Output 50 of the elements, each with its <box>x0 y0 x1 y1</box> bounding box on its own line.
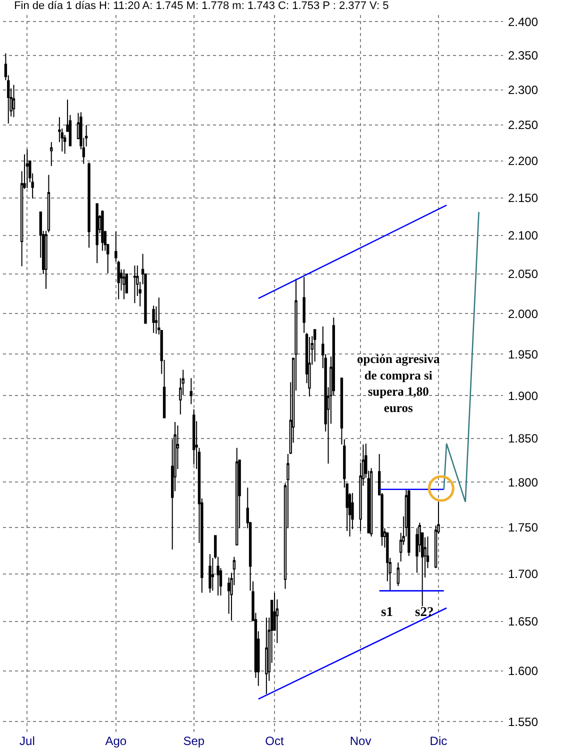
candlestick <box>192 408 196 466</box>
candlestick <box>152 305 155 334</box>
candlestick <box>190 378 193 405</box>
x-tick-label: Sep <box>183 734 205 748</box>
candlestick <box>408 488 410 556</box>
candlestick <box>308 336 311 398</box>
candlestick <box>313 329 316 362</box>
chart-title: Fin de día 1 días H: 11:20 A: 1.745 M: 1.778 m: 1.743 C: 1.753 P : 2.377 V: 5 <box>14 0 389 12</box>
candlestick <box>396 562 400 587</box>
candlestick <box>88 162 90 248</box>
y-tick-label: 1.900 <box>508 388 538 403</box>
x-tick-label: Ago <box>105 734 127 748</box>
candlestick <box>265 617 268 694</box>
candlestick <box>26 148 29 189</box>
y-tick-label: 1.850 <box>508 432 538 446</box>
y-tick-label: 2.100 <box>508 228 538 243</box>
candlestick <box>50 142 53 167</box>
y-tick-label: 2.250 <box>508 118 538 132</box>
candlestick <box>101 210 104 252</box>
candlestick <box>211 557 214 592</box>
y-tick-label: 1.700 <box>508 566 538 581</box>
y-tick-label: 1.800 <box>508 475 538 490</box>
x-tick-label: Oct <box>265 734 285 748</box>
x-tick-label: Jul <box>20 734 35 748</box>
y-tick-label: 1.750 <box>508 520 538 535</box>
x-tick-label: Nov <box>350 734 372 748</box>
annotation: s1 <box>381 604 394 619</box>
candlestick <box>133 264 136 304</box>
y-tick-label: 2.150 <box>508 190 538 205</box>
candlestick <box>96 203 98 264</box>
candlestick <box>12 84 16 118</box>
y-tick-label: 1.650 <box>508 614 538 629</box>
y-tick-label: 1.950 <box>508 347 538 362</box>
x-tick-label: Dic <box>430 734 448 748</box>
y-tick-label: 2.200 <box>508 154 538 168</box>
candlestick <box>236 447 238 546</box>
annotation: opción agresiva de compra si supera 1,80 euros <box>357 352 441 415</box>
annotation: s2? <box>415 604 434 619</box>
candlestick <box>302 276 306 334</box>
y-tick-label: 2.000 <box>508 306 538 321</box>
y-tick-label: 1.600 <box>508 664 538 678</box>
candlestick <box>340 378 344 445</box>
candlestick <box>208 554 212 594</box>
y-tick-label: 2.300 <box>508 83 538 97</box>
y-tick-label: 2.350 <box>508 48 538 63</box>
candlestick <box>122 268 126 300</box>
candlestick <box>370 468 373 538</box>
y-tick-label: 1.550 <box>508 714 538 729</box>
y-tick-label: 2.400 <box>508 14 538 29</box>
y-tick-label: 2.050 <box>508 267 538 282</box>
